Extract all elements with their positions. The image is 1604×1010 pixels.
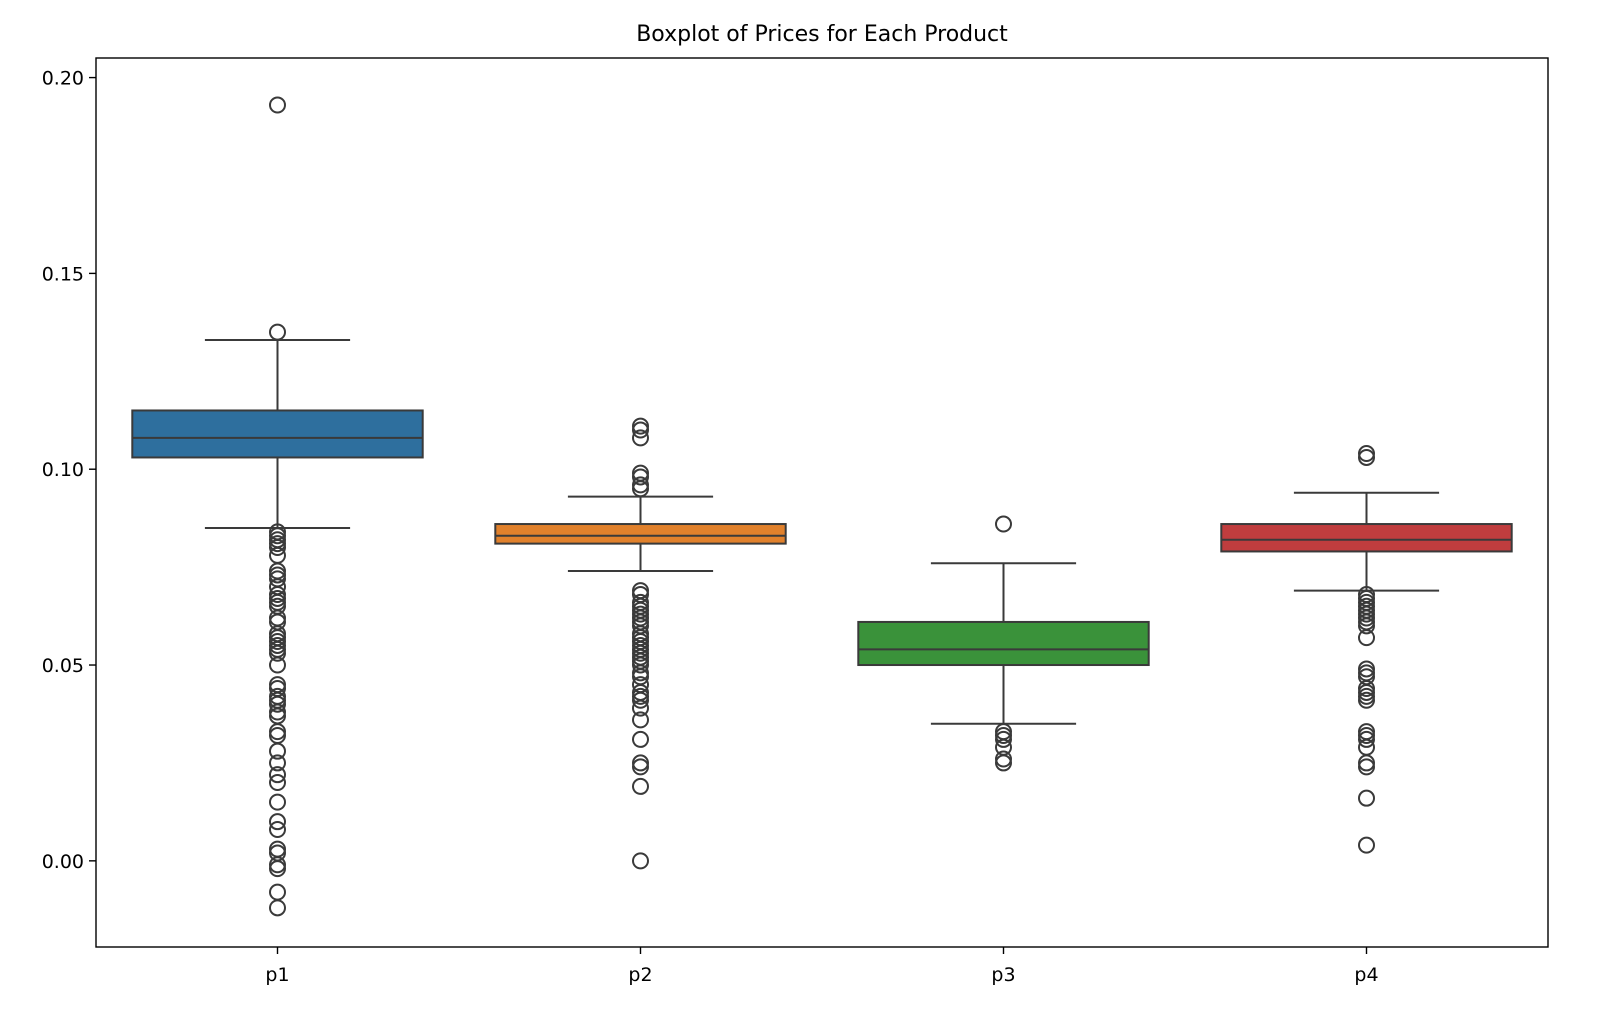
- outlier-point: [1358, 448, 1375, 466]
- outlier-point: [632, 711, 649, 729]
- outlier-point: [269, 860, 286, 878]
- y-tick-label: 0.10: [42, 459, 84, 481]
- plot-frame: [95, 57, 1549, 948]
- outlier-point: [995, 754, 1012, 772]
- outlier-point: [632, 480, 649, 498]
- outlier-point: [269, 883, 286, 901]
- outlier-point: [632, 421, 649, 439]
- outlier-point: [632, 656, 649, 674]
- box-body: [1220, 523, 1513, 553]
- outlier-point: [269, 644, 286, 662]
- outlier-point: [632, 730, 649, 748]
- outlier-point: [1358, 758, 1375, 776]
- outlier-point: [269, 754, 286, 772]
- outlier-point: [269, 899, 286, 917]
- outlier-point: [995, 515, 1012, 533]
- outlier-point: [632, 777, 649, 795]
- outlier-point: [1358, 789, 1375, 807]
- outlier-point: [269, 656, 286, 674]
- outlier-point: [269, 742, 286, 760]
- outlier-point: [269, 793, 286, 811]
- box-series: [131, 96, 1513, 917]
- outlier-point: [632, 429, 649, 447]
- outlier-point: [1358, 617, 1375, 635]
- x-tick-label: p1: [265, 964, 289, 986]
- outlier-point: [632, 852, 649, 870]
- box-p2: [494, 417, 787, 870]
- chart-title: Boxplot of Prices for Each Product: [636, 22, 1008, 47]
- y-tick-label: 0.15: [42, 263, 84, 285]
- outlier-point: [1358, 730, 1375, 748]
- box-body: [131, 409, 424, 459]
- box-body: [494, 523, 787, 545]
- outlier-point: [632, 691, 649, 709]
- outlier-point: [1358, 691, 1375, 709]
- x-tick-label: p4: [1354, 964, 1378, 986]
- y-tick-label: 0.20: [42, 68, 84, 90]
- box-p1: [131, 96, 424, 917]
- outlier-point: [269, 695, 286, 713]
- outlier-point: [1358, 629, 1375, 647]
- box-p3: [857, 515, 1150, 772]
- y-axis: 0.00 0.05 0.10 0.15 0.20: [42, 68, 96, 873]
- outlier-point: [995, 730, 1012, 748]
- outlier-point: [269, 96, 286, 114]
- box-body: [857, 620, 1150, 667]
- x-axis: p1 p2 p3 p4: [265, 947, 1379, 986]
- outlier-point: [632, 468, 649, 486]
- outlier-point: [269, 813, 286, 831]
- x-tick-label: p2: [628, 964, 652, 986]
- outlier-point: [269, 774, 286, 792]
- outlier-point: [269, 766, 286, 784]
- outlier-point: [632, 758, 649, 776]
- outlier-point: [269, 821, 286, 839]
- outlier-point: [269, 539, 286, 557]
- box-p4: [1220, 445, 1513, 854]
- y-tick-label: 0.05: [42, 655, 84, 677]
- outlier-point: [632, 699, 649, 717]
- y-tick-label: 0.00: [42, 851, 84, 873]
- outlier-point: [1358, 836, 1375, 854]
- x-tick-label: p3: [991, 964, 1015, 986]
- outlier-point: [269, 323, 286, 341]
